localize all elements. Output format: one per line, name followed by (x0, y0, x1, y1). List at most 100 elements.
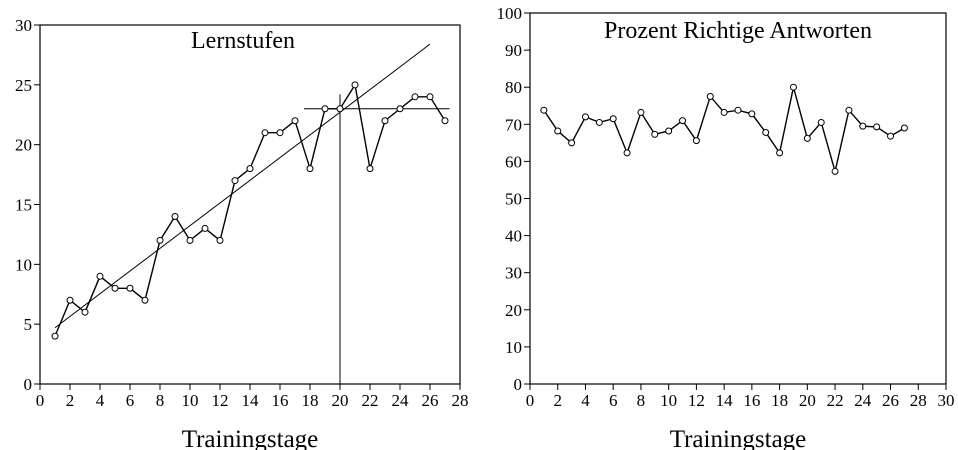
y-tick-label: 90 (505, 41, 522, 60)
data-point (845, 106, 853, 114)
data-point (873, 123, 881, 131)
data-point (126, 284, 134, 292)
data-point (111, 284, 119, 292)
y-tick-label: 70 (505, 115, 522, 134)
y-tick-label: 40 (505, 227, 522, 246)
y-tick-label: 0 (24, 375, 33, 394)
data-point (789, 83, 797, 91)
y-tick-label: 5 (24, 315, 33, 334)
data-point (720, 108, 728, 116)
y-tick-label: 30 (505, 264, 522, 283)
data-point (51, 332, 59, 340)
data-point (171, 212, 179, 220)
data-point (306, 165, 314, 173)
x-tick-label: 30 (938, 391, 955, 410)
y-tick-label: 0 (514, 375, 523, 394)
data-point (581, 113, 589, 121)
x-tick-label: 12 (688, 391, 705, 410)
y-tick-label: 25 (15, 76, 32, 95)
data-point (637, 108, 645, 116)
x-tick-label: 8 (637, 391, 646, 410)
data-point (246, 165, 254, 173)
data-point (351, 81, 359, 89)
data-point (803, 134, 811, 142)
data-point (321, 105, 329, 113)
data-point (623, 149, 631, 157)
x-tick-label: 16 (743, 391, 760, 410)
x-tick-label: 20 (332, 391, 349, 410)
x-tick-label: 4 (581, 391, 590, 410)
x-tick-label: 8 (156, 391, 165, 410)
plot-frame (39, 24, 461, 385)
x-tick-label: 6 (126, 391, 135, 410)
series-line (543, 87, 905, 172)
data-point (817, 118, 825, 126)
x-axis-label: Trainingstage (670, 426, 807, 450)
data-point (291, 117, 299, 125)
data-point (692, 137, 700, 145)
x-tick-label: 0 (526, 391, 535, 410)
chart-title: Prozent Richtige Antworten (604, 18, 872, 44)
y-tick-label: 20 (505, 301, 522, 320)
y-tick-label: 15 (15, 196, 32, 215)
x-tick-label: 24 (854, 391, 872, 410)
x-tick-label: 4 (96, 391, 105, 410)
x-tick-label: 18 (302, 391, 319, 410)
y-tick-label: 10 (15, 255, 32, 274)
data-point (651, 130, 659, 138)
trend-line (54, 43, 431, 329)
x-tick-label: 26 (882, 391, 899, 410)
data-point (201, 224, 209, 232)
data-point (141, 296, 149, 304)
x-tick-label: 2 (66, 391, 75, 410)
data-point (96, 272, 104, 280)
x-tick-label: 12 (212, 391, 229, 410)
data-point (231, 177, 239, 185)
data-point (81, 308, 89, 316)
plot-frame (529, 12, 947, 385)
data-point (411, 93, 419, 101)
data-point (216, 236, 224, 244)
data-point (540, 106, 548, 114)
y-tick-label: 30 (15, 16, 32, 35)
chart-prozent-richtige-antworten: 0 2 4 6 8 10 12 14 16 18 20 22 24 26 28 300102030405060… (497, 4, 955, 450)
data-point (261, 129, 269, 137)
data-point (441, 117, 449, 125)
y-tick-label: 60 (505, 152, 522, 171)
x-tick-label: 14 (242, 391, 260, 410)
data-point (66, 296, 74, 304)
data-point (396, 105, 404, 113)
data-point (706, 92, 714, 100)
y-tick-label: 50 (505, 190, 522, 209)
data-point (900, 124, 908, 132)
data-point (734, 106, 742, 114)
x-tick-label: 0 (36, 391, 45, 410)
x-tick-label: 10 (660, 391, 677, 410)
data-point (568, 139, 576, 147)
data-point (776, 149, 784, 157)
y-tick-label: 10 (505, 338, 522, 357)
data-point (609, 115, 617, 123)
y-tick-label: 80 (505, 78, 522, 97)
x-tick-label: 28 (452, 391, 469, 410)
data-point (665, 127, 673, 135)
data-point (276, 129, 284, 137)
x-tick-label: 22 (827, 391, 844, 410)
x-tick-label: 14 (716, 391, 734, 410)
data-point (426, 93, 434, 101)
chart-lernstufen: 0 2 4 6 8 10 12 14 16 18 20 22 24 26 28051015202530Ler… (15, 16, 469, 450)
data-point (831, 167, 839, 175)
data-point (748, 110, 756, 118)
data-point (366, 165, 374, 173)
data-point (679, 117, 687, 125)
x-tick-label: 28 (910, 391, 927, 410)
x-axis-label: Trainingstage (182, 426, 319, 450)
x-tick-label: 20 (799, 391, 816, 410)
data-point (595, 118, 603, 126)
x-tick-label: 24 (392, 391, 410, 410)
x-tick-label: 26 (422, 391, 439, 410)
y-tick-label: 20 (15, 136, 32, 155)
x-tick-label: 2 (553, 391, 562, 410)
data-point (887, 132, 895, 140)
